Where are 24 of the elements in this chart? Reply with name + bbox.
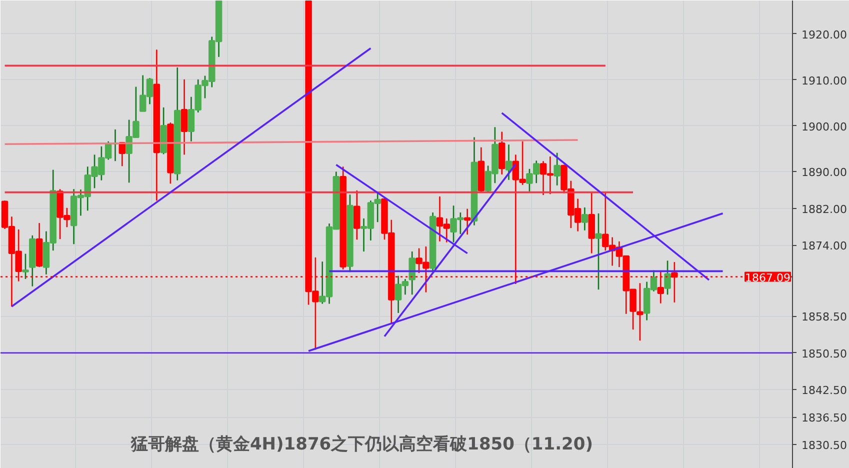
candlestick [664, 260, 671, 296]
ref-line-label: 1867.09 [745, 271, 791, 284]
y-tick-label: 1858.50 [802, 310, 847, 324]
candlestick [588, 192, 595, 254]
y-tick-label: 1830.50 [802, 439, 847, 452]
candlestick [581, 206, 588, 232]
y-tick-label: 1920.00 [802, 28, 847, 42]
y-tick-label: 1900.00 [802, 120, 847, 134]
y-tick-label: 1842.50 [802, 384, 847, 398]
y-tick-label: 1874.00 [802, 240, 847, 253]
candlestick [354, 190, 360, 240]
y-tick-label: 1910.00 [802, 74, 847, 88]
candlestick [505, 144, 512, 181]
candlestick [554, 152, 560, 186]
y-tick-label: 1836.50 [802, 412, 847, 425]
candlestick [408, 250, 416, 296]
candlestick [22, 253, 29, 280]
y-tick-label: 1850.50 [802, 347, 847, 360]
text: 猛哥解盘（黄金4H)1876之下仍以高空看破1850（11.20) [130, 434, 593, 454]
candlestick [180, 78, 188, 156]
candlestick [464, 208, 471, 236]
y-tick-label: 1890.00 [802, 166, 847, 180]
candlestick [595, 212, 602, 290]
y-tick-label: 1882.00 [802, 202, 847, 216]
